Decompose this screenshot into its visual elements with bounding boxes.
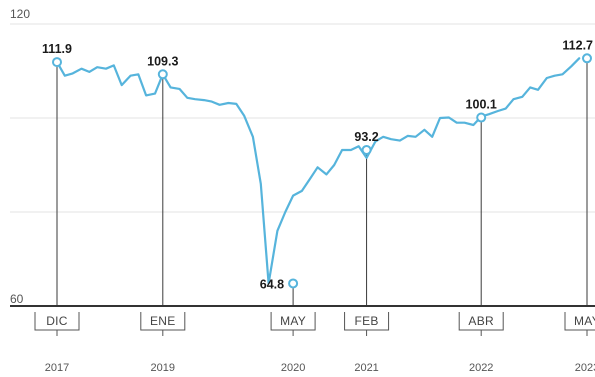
month-label: FEB xyxy=(354,314,378,328)
month-label: ENE xyxy=(150,314,176,328)
year-label: 2022 xyxy=(469,362,493,374)
year-label: 2020 xyxy=(281,362,305,374)
month-labels: DIC ENE MAY FEB ABR MAY xyxy=(46,314,595,328)
year-label: 2021 xyxy=(354,362,378,374)
highlight-markers xyxy=(52,53,592,289)
data-point-marker xyxy=(361,144,372,155)
month-label: DIC xyxy=(46,314,68,328)
data-point-marker xyxy=(52,57,62,68)
y-tick-label-bottom: 60 xyxy=(10,292,24,306)
year-label: 2019 xyxy=(151,362,175,374)
data-label: 93.2 xyxy=(354,130,378,144)
month-label: MAY xyxy=(280,314,306,328)
data-label: 112.7 xyxy=(562,38,593,52)
data-label: 111.9 xyxy=(42,42,72,56)
gridlines xyxy=(10,23,595,213)
highlight-drop-lines xyxy=(56,58,588,306)
data-point-marker xyxy=(476,112,487,123)
y-tick-label-top: 120 xyxy=(10,7,30,21)
year-label: 2023 xyxy=(575,362,595,374)
data-point-marker xyxy=(157,69,168,80)
data-label: 109.3 xyxy=(147,54,178,68)
data-label: 64.8 xyxy=(260,277,284,291)
series-line xyxy=(55,57,581,285)
year-labels: 2017 2019 2020 2021 2022 2023 xyxy=(45,362,595,374)
highlight-data-labels: 111.9 109.3 64.8 93.2 100.1 112.7 xyxy=(42,38,593,291)
data-point-marker xyxy=(288,278,299,289)
period-brackets xyxy=(34,312,595,336)
year-label: 2017 xyxy=(45,362,69,374)
month-label: ABR xyxy=(468,314,494,328)
data-label: 100.1 xyxy=(466,98,497,112)
data-point-marker xyxy=(582,53,592,64)
month-label: MAY xyxy=(574,314,595,328)
